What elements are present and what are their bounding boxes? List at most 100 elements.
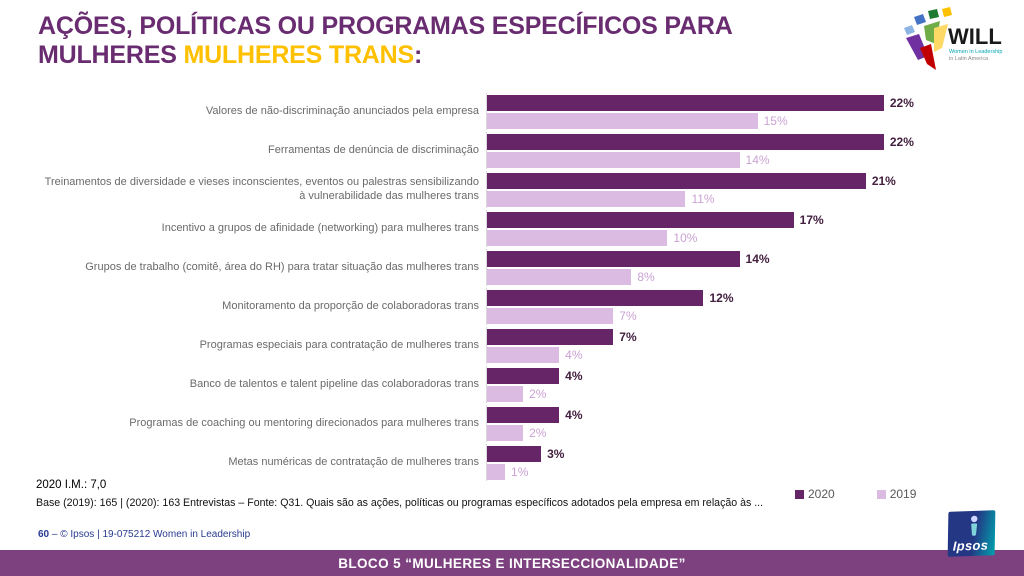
value-label-2020: 12% — [709, 291, 734, 305]
will-logo-graphic: WILL Women in Leadership in Latin Americ… — [904, 7, 1002, 70]
bar-2020 — [487, 407, 560, 423]
value-label-2019: 11% — [691, 192, 715, 206]
base-note: Base (2019): 165 | (2020): 163 Entrevist… — [36, 497, 764, 509]
bar-2020 — [487, 134, 884, 150]
bar-line-2020: 22% — [487, 133, 938, 151]
chart-row: Banco de talentos e talent pipeline das … — [36, 365, 976, 404]
bar-group: 22% 15% — [486, 93, 938, 130]
bar-line-2019: 10% — [487, 229, 938, 247]
category-label: Programas de coaching ou mentoring direc… — [129, 416, 479, 429]
value-label-2019: 4% — [565, 348, 583, 362]
legend-item-2020: 2020 — [795, 487, 835, 501]
footer-separator: – — [51, 529, 58, 540]
bar-group: 14% 8% — [486, 249, 938, 286]
title-line2-highlight: MULHERES TRANS — [183, 41, 414, 69]
chart-row: Programas especiais para contratação de … — [36, 326, 976, 365]
value-label-2019: 8% — [637, 270, 655, 284]
bar-line-2019: 15% — [487, 112, 938, 130]
value-label-2020: 22% — [889, 96, 914, 110]
chart-row: Monitoramento da proporção de colaborado… — [36, 287, 976, 326]
value-label-2020: 4% — [565, 369, 583, 383]
ipsos-logo: Ipsos — [947, 510, 996, 557]
category-label: Treinamentos de diversidade e vieses inc… — [44, 175, 479, 202]
category-label: Valores de não-discriminação anunciados … — [205, 104, 479, 117]
category-label: Programas especiais para contratação de … — [199, 338, 479, 351]
bar-group: 3% 1% — [486, 444, 938, 481]
bar-group: 21% 11% — [486, 171, 938, 208]
value-label-2019: 10% — [673, 231, 698, 245]
will-logo-sub1: Women in Leadership — [949, 49, 1002, 55]
value-label-2020: 22% — [889, 135, 914, 149]
footer-credit: © Ipsos | 19-075212 Women in Leadership — [60, 529, 251, 540]
legend-swatch-2019 — [876, 489, 886, 499]
bar-2019 — [487, 191, 686, 207]
chart-legend: 2020 2019 — [795, 487, 916, 501]
bar-line-2020: 7% — [487, 328, 938, 346]
bar-group: 17% 10% — [486, 210, 938, 247]
bar-2020 — [487, 368, 560, 384]
bar-line-2019: 8% — [487, 268, 938, 286]
bar-group: 7% 4% — [486, 327, 938, 364]
category-label: Grupos de trabalho (comitê, área do RH) … — [85, 260, 479, 273]
footer: 60 – © Ipsos | 19-075212 Women in Leader… — [38, 529, 250, 540]
value-label-2020: 21% — [871, 174, 896, 188]
value-label-2020: 4% — [565, 408, 583, 422]
bar-line-2019: 1% — [487, 463, 938, 481]
bar-line-2020: 22% — [487, 94, 938, 112]
value-label-2020: 14% — [745, 252, 770, 266]
category-label: Incentivo a grupos de afinidade (network… — [161, 221, 479, 234]
category-label: Banco de talentos e talent pipeline das … — [189, 377, 479, 390]
bar-2020 — [487, 251, 740, 267]
bar-group: 12% 7% — [486, 288, 938, 325]
bar-line-2019: 11% — [487, 190, 938, 208]
bar-2020 — [487, 329, 614, 345]
bar-line-2019: 7% — [487, 307, 938, 325]
bar-2019 — [487, 152, 740, 168]
bar-line-2020: 21% — [487, 172, 938, 190]
category-label: Monitoramento da proporção de colaborado… — [222, 299, 479, 312]
bar-2019 — [487, 113, 758, 129]
section-banner-label: BLOCO 5 “MULHERES E INTERSECCIONALIDADE” — [338, 555, 686, 571]
bar-line-2019: 4% — [487, 346, 938, 364]
title-line2-colon: : — [413, 41, 423, 69]
bar-group: 4% 2% — [486, 366, 938, 403]
legend-label-2019: 2019 — [889, 487, 917, 501]
bar-2019 — [487, 347, 560, 363]
bar-group: 4% 2% — [486, 405, 938, 442]
will-logo-sub2: in Latin America — [949, 56, 989, 62]
bar-line-2020: 3% — [487, 445, 938, 463]
bar-2019 — [487, 464, 506, 480]
value-label-2020: 7% — [619, 330, 637, 344]
bar-2019 — [487, 269, 632, 285]
chart-row: Programas de coaching ou mentoring direc… — [36, 404, 976, 443]
chart-row: Grupos de trabalho (comitê, área do RH) … — [36, 248, 976, 287]
value-label-2019: 1% — [511, 465, 529, 479]
title-line1: AÇÕES, POLÍTICAS OU PROGRAMAS ESPECÍFICO… — [38, 12, 733, 40]
bar-2019 — [487, 308, 614, 324]
bar-chart: Valores de não-discriminação anunciados … — [36, 92, 976, 482]
value-label-2020: 3% — [547, 447, 565, 461]
bar-line-2020: 14% — [487, 250, 938, 268]
value-label-2019: 2% — [529, 387, 547, 401]
legend-item-2019: 2019 — [876, 487, 917, 501]
bar-line-2020: 17% — [487, 211, 938, 229]
value-label-2019: 7% — [619, 309, 637, 323]
chart-row: Ferramentas de denúncia de discriminação… — [36, 131, 976, 170]
bar-line-2019: 2% — [487, 385, 938, 403]
ipsos-figure-icon — [971, 515, 978, 536]
bar-2020 — [487, 446, 542, 462]
bar-group: 22% 14% — [486, 132, 938, 169]
category-label: Metas numéricas de contratação de mulher… — [228, 455, 479, 468]
will-logo: WILL Women in Leadership in Latin Americ… — [896, 6, 1012, 78]
chart-row: Incentivo a grupos de afinidade (network… — [36, 209, 976, 248]
value-label-2019: 2% — [529, 426, 547, 440]
bar-2020 — [487, 290, 704, 306]
section-banner: BLOCO 5 “MULHERES E INTERSECCIONALIDADE” — [0, 550, 1024, 576]
bar-line-2020: 12% — [487, 289, 938, 307]
page-title: AÇÕES, POLÍTICAS OU PROGRAMAS ESPECÍFICO… — [38, 12, 733, 70]
legend-label-2020: 2020 — [808, 487, 835, 501]
bar-2020 — [487, 212, 794, 228]
will-logo-text: WILL — [948, 24, 1002, 49]
bar-line-2020: 4% — [487, 367, 938, 385]
